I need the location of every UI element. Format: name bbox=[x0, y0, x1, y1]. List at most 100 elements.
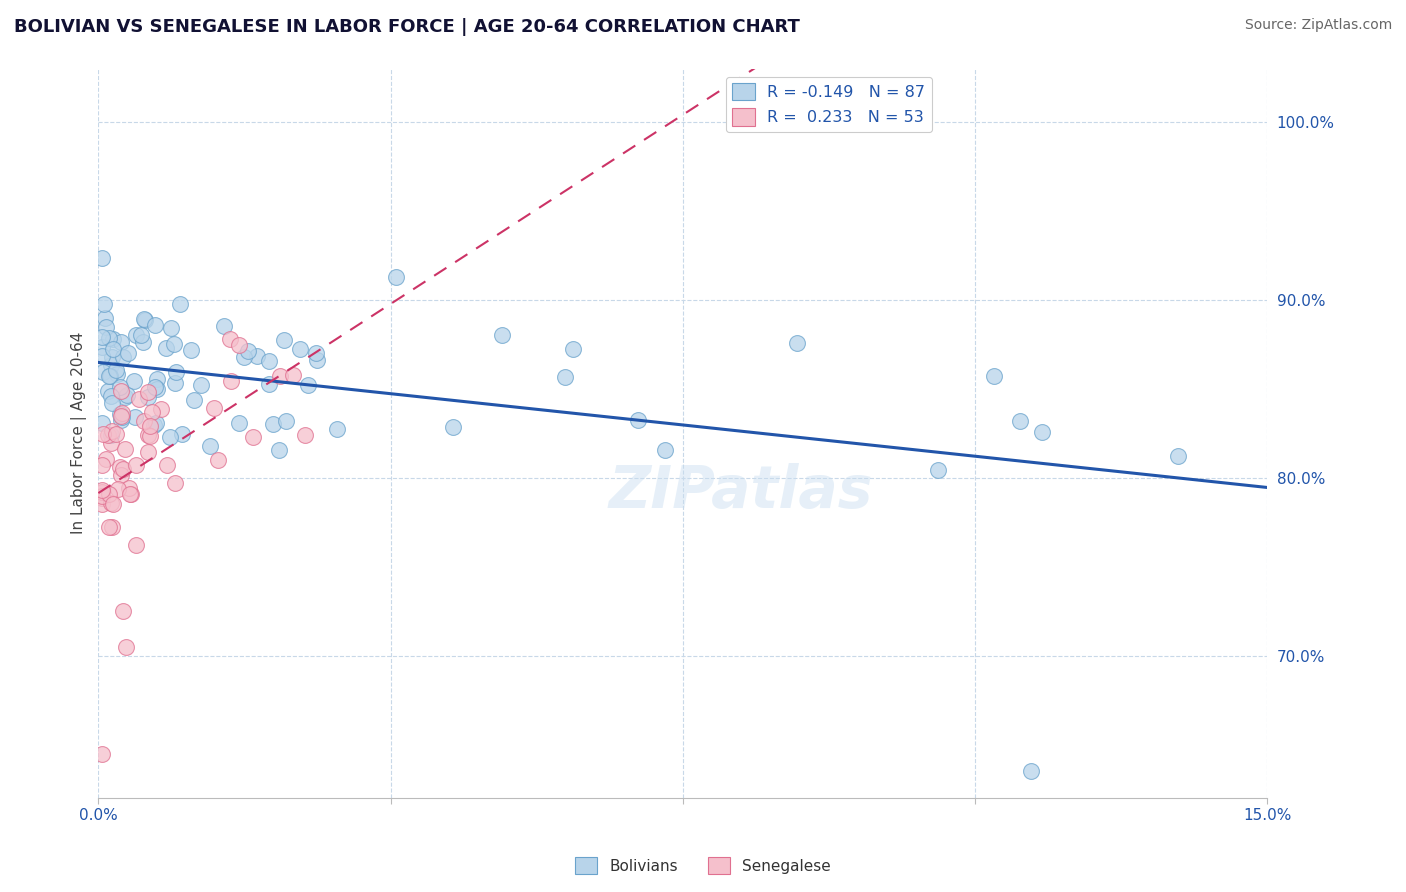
Text: ZIPatlas: ZIPatlas bbox=[609, 463, 873, 520]
Point bbox=[91, 489, 114, 503]
Point bbox=[107, 482, 129, 496]
Point bbox=[100, 358, 122, 372]
Point bbox=[198, 439, 221, 453]
Point bbox=[139, 418, 162, 433]
Point bbox=[91, 329, 114, 343]
Point bbox=[554, 370, 576, 384]
Point bbox=[100, 435, 122, 450]
Point bbox=[262, 417, 284, 432]
Point bbox=[108, 460, 131, 475]
Point bbox=[91, 349, 114, 363]
Text: BOLIVIAN VS SENEGALESE IN LABOR FORCE | AGE 20-64 CORRELATION CHART: BOLIVIAN VS SENEGALESE IN LABOR FORCE | … bbox=[14, 18, 800, 36]
Point bbox=[180, 343, 202, 358]
Point bbox=[110, 334, 132, 349]
Point bbox=[218, 332, 240, 346]
Point bbox=[1019, 764, 1042, 779]
Point bbox=[101, 497, 124, 511]
Point bbox=[111, 409, 134, 424]
Point bbox=[117, 346, 139, 360]
Point bbox=[654, 442, 676, 457]
Point bbox=[98, 487, 121, 501]
Point bbox=[141, 405, 163, 419]
Point bbox=[111, 406, 134, 420]
Point bbox=[103, 332, 125, 346]
Point bbox=[91, 427, 114, 442]
Point bbox=[143, 380, 166, 394]
Point bbox=[94, 311, 117, 326]
Point bbox=[125, 458, 148, 473]
Point bbox=[385, 270, 408, 285]
Point bbox=[114, 390, 136, 404]
Point bbox=[91, 747, 114, 761]
Point bbox=[228, 337, 250, 351]
Point bbox=[274, 414, 297, 428]
Point bbox=[561, 342, 583, 356]
Point bbox=[160, 321, 183, 335]
Point bbox=[101, 396, 124, 410]
Point bbox=[96, 320, 118, 334]
Point bbox=[110, 467, 132, 482]
Text: Source: ZipAtlas.com: Source: ZipAtlas.com bbox=[1244, 18, 1392, 32]
Point bbox=[110, 384, 132, 399]
Point bbox=[91, 485, 114, 500]
Point bbox=[627, 413, 650, 427]
Point bbox=[128, 392, 150, 407]
Point bbox=[155, 341, 177, 355]
Point bbox=[111, 462, 134, 476]
Point bbox=[132, 312, 155, 326]
Point bbox=[111, 351, 134, 365]
Point bbox=[136, 384, 159, 399]
Point bbox=[297, 377, 319, 392]
Point bbox=[91, 416, 114, 430]
Point bbox=[110, 413, 132, 427]
Point bbox=[134, 414, 156, 428]
Point bbox=[139, 428, 162, 442]
Point bbox=[145, 416, 167, 430]
Point bbox=[104, 363, 127, 377]
Point bbox=[183, 393, 205, 408]
Point bbox=[305, 346, 328, 360]
Point bbox=[118, 481, 141, 495]
Point bbox=[246, 350, 269, 364]
Point bbox=[441, 419, 464, 434]
Point bbox=[94, 452, 117, 467]
Point bbox=[91, 365, 114, 379]
Point bbox=[118, 487, 141, 501]
Point bbox=[294, 428, 316, 442]
Point bbox=[1008, 414, 1031, 428]
Point bbox=[105, 367, 128, 381]
Point bbox=[91, 497, 114, 511]
Point bbox=[98, 369, 121, 384]
Point bbox=[491, 327, 513, 342]
Point bbox=[273, 333, 295, 347]
Point bbox=[146, 371, 169, 385]
Point bbox=[108, 407, 131, 421]
Point bbox=[101, 424, 124, 438]
Point bbox=[93, 297, 115, 311]
Point bbox=[159, 429, 181, 443]
Point bbox=[132, 335, 155, 350]
Point bbox=[326, 422, 349, 436]
Point bbox=[97, 428, 120, 442]
Point bbox=[150, 401, 173, 416]
Point bbox=[283, 368, 305, 383]
Point bbox=[212, 319, 235, 334]
Legend: R = -0.149   N = 87, R =  0.233   N = 53: R = -0.149 N = 87, R = 0.233 N = 53 bbox=[725, 77, 932, 132]
Point bbox=[221, 374, 243, 388]
Point bbox=[257, 354, 280, 368]
Point bbox=[97, 331, 120, 345]
Point bbox=[114, 442, 136, 456]
Point bbox=[207, 453, 229, 467]
Y-axis label: In Labor Force | Age 20-64: In Labor Force | Age 20-64 bbox=[72, 332, 87, 534]
Point bbox=[163, 336, 186, 351]
Point bbox=[136, 391, 159, 405]
Point bbox=[269, 369, 291, 384]
Point bbox=[125, 538, 148, 552]
Point bbox=[228, 417, 250, 431]
Point bbox=[91, 340, 114, 354]
Point bbox=[165, 376, 187, 390]
Point bbox=[91, 252, 114, 266]
Point bbox=[136, 427, 159, 442]
Point bbox=[91, 458, 114, 472]
Point bbox=[257, 376, 280, 391]
